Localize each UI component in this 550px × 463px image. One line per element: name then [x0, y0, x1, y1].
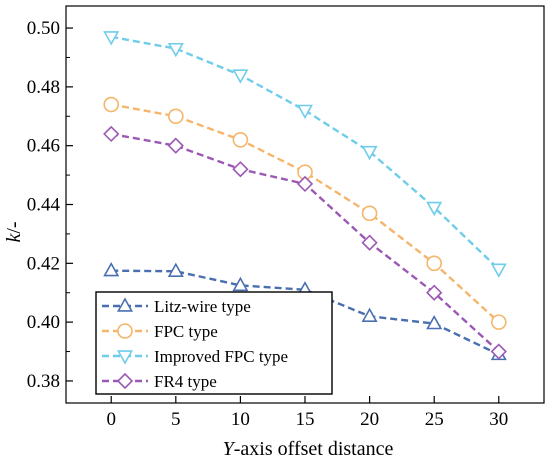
- x-axis-title: Y-axis offset distance: [223, 438, 394, 460]
- data-point-1-2: [232, 132, 249, 148]
- data-point-2-6: [490, 263, 507, 278]
- legend-entry-1: FPC type: [102, 322, 218, 341]
- y-tick-label-1: 0.40: [27, 312, 60, 333]
- series-2: [103, 31, 507, 278]
- data-point-0-4: [361, 307, 378, 322]
- data-point-3-4: [361, 234, 378, 251]
- legend-marker-0: [116, 297, 134, 312]
- x-tick-label-0: 0: [106, 409, 116, 430]
- series-1: [103, 96, 507, 330]
- legend: Litz-wire type FPC type Improved FPC type F…: [95, 291, 333, 395]
- data-point-3-3: [296, 175, 314, 193]
- x-tick-label-2: 10: [231, 409, 250, 430]
- legend-box: [95, 291, 333, 395]
- series-3: [103, 125, 507, 360]
- y-tick-label-0: 0.38: [27, 371, 60, 392]
- data-point-1-0: [103, 96, 120, 113]
- data-point-1-4: [361, 205, 378, 222]
- legend-label-1: FPC type: [154, 322, 218, 341]
- data-point-2-5: [426, 201, 443, 217]
- data-point-0-0: [103, 262, 120, 277]
- legend-marker-2: [116, 350, 134, 365]
- data-point-2-2: [232, 69, 249, 84]
- x-tick-label-1: 5: [171, 409, 181, 430]
- data-point-0-1: [167, 262, 184, 277]
- x-tick-label-6: 30: [489, 409, 508, 430]
- legend-label-3: FR4 type: [154, 372, 217, 391]
- data-point-1-6: [490, 314, 507, 330]
- data-point-2-4: [361, 145, 378, 161]
- data-point-2-1: [167, 42, 184, 58]
- legend-label-0: Litz-wire type: [154, 297, 251, 316]
- data-point-3-6: [490, 343, 507, 360]
- axes: 0 5 10 15 20 25 30 0.38 0.40 0.42 0.44 0.46 0.48 0.50: [27, 5, 545, 430]
- data-point-3-0: [103, 125, 120, 143]
- legend-entry-2: Improved FPC type: [102, 347, 288, 366]
- data-point-3-2: [232, 161, 249, 178]
- y-tick-label-5: 0.48: [27, 77, 60, 98]
- series-layer: [103, 31, 507, 361]
- series-line-2: [111, 35, 500, 271]
- data-point-1-1: [168, 108, 184, 125]
- data-point-3-5: [426, 284, 443, 301]
- x-tick-label-4: 20: [360, 409, 379, 430]
- data-point-0-5: [426, 314, 443, 330]
- data-point-0-2: [232, 276, 249, 292]
- y-axis-title: k/-: [3, 221, 25, 242]
- y-tick-label-2: 0.42: [27, 253, 60, 274]
- x-tick-label-3: 15: [296, 409, 315, 430]
- y-tick-label-4: 0.46: [27, 136, 60, 157]
- legend-marker-1: [117, 323, 133, 339]
- y-tick-label-6: 0.50: [27, 18, 60, 39]
- legend-entry-3: FR4 type: [102, 372, 217, 391]
- legend-entry-0: Litz-wire type: [102, 297, 251, 316]
- legend-marker-3: [116, 372, 134, 390]
- x-tick-label-5: 25: [425, 409, 444, 430]
- data-point-3-1: [167, 137, 184, 154]
- legend-label-2: Improved FPC type: [154, 347, 288, 366]
- data-point-2-3: [296, 104, 314, 120]
- data-point-2-0: [103, 31, 120, 46]
- y-tick-label-3: 0.44: [27, 195, 61, 216]
- data-point-1-5: [426, 255, 442, 272]
